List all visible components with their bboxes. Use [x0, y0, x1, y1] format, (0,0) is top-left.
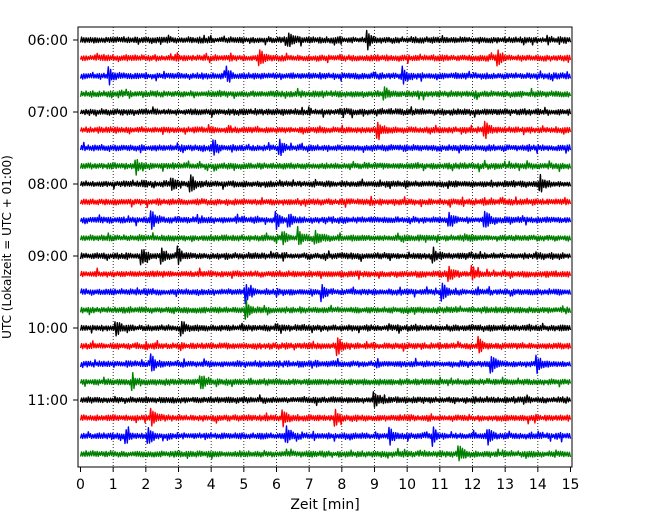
trace-0800 [79, 173, 572, 193]
seismogram-traces [79, 29, 572, 462]
trace-1015 [79, 335, 572, 357]
y-axis-label: UTC (Lokalzeit = UTC + 01:00) [0, 155, 14, 339]
x-tick-label: 8 [337, 477, 346, 493]
y-tick-label: 09:00 [28, 249, 68, 265]
y-axis-ticks: 06:00 07:00 08:00 09:00 10:00 11:00 [28, 33, 78, 409]
trace-1045 [79, 372, 572, 392]
x-tick-label: 11 [431, 477, 449, 493]
trace-0700 [79, 106, 572, 119]
trace-0930 [79, 282, 572, 305]
y-tick-label: 06:00 [28, 33, 68, 49]
x-tick-label: 15 [562, 477, 580, 493]
trace-1145 [79, 445, 572, 462]
x-tick-label: 2 [141, 477, 150, 493]
x-tick-label: 13 [496, 477, 514, 493]
trace-0845 [79, 225, 572, 246]
trace-0745 [79, 159, 572, 176]
trace-1000 [79, 320, 572, 337]
x-tick-label: 0 [76, 477, 85, 493]
trace-0615 [79, 49, 572, 67]
y-tick-label: 11:00 [28, 393, 68, 409]
trace-0900 [79, 245, 572, 266]
trace-0645 [79, 86, 572, 101]
x-tick-label: 10 [398, 477, 416, 493]
trace-0600 [79, 29, 572, 51]
x-axis-ticks: 0 1 2 3 4 5 6 7 8 9 10 11 12 13 14 15 [76, 467, 579, 493]
plot-frame [77, 26, 573, 468]
trace-0715 [79, 120, 572, 141]
x-tick-label: 1 [109, 477, 118, 493]
trace-0815 [79, 195, 572, 209]
x-tick-label: 3 [174, 477, 183, 493]
y-tick-label: 10:00 [28, 321, 68, 337]
y-tick-label: 07:00 [28, 105, 68, 121]
trace-0630 [79, 65, 572, 86]
trace-0915 [79, 264, 572, 282]
x-tick-label: 5 [239, 477, 248, 493]
x-tick-label: 7 [305, 477, 314, 493]
x-tick-label: 4 [207, 477, 216, 493]
trace-0945 [79, 299, 572, 320]
trace-1115 [79, 407, 572, 428]
trace-1100 [79, 391, 572, 408]
trace-1030 [79, 353, 572, 374]
x-tick-label: 6 [272, 477, 281, 493]
x-tick-label: 12 [464, 477, 482, 493]
x-tick-label: 9 [370, 477, 379, 493]
x-axis-label: Zeit [min] [290, 497, 359, 513]
trace-0830 [79, 210, 572, 231]
trace-0730 [79, 138, 572, 157]
vertical-grid [112, 27, 539, 467]
trace-1130 [79, 425, 572, 447]
x-tick-label: 14 [529, 477, 547, 493]
y-tick-label: 08:00 [28, 177, 68, 193]
